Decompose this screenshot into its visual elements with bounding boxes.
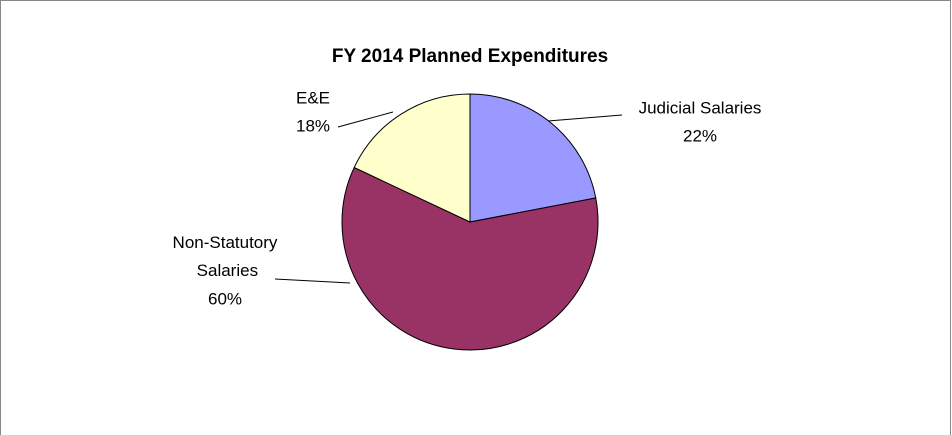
slice-label: Non-Statutory Salaries (173, 233, 278, 280)
slice-value-label: 22% (683, 126, 717, 145)
leader-line (547, 114, 623, 122)
chart-title: FY 2014 Planned Expenditures (332, 46, 608, 67)
slice-label: Judicial Salaries (639, 98, 762, 117)
slice-value-label: 60% (208, 289, 242, 308)
slice-value-label: 18% (296, 116, 330, 135)
pie-slice (341, 166, 599, 351)
pie-slice (353, 93, 471, 223)
pie-slice (469, 93, 597, 223)
leader-line (274, 278, 351, 284)
slice-label: E&E (296, 88, 330, 107)
leader-line (337, 111, 394, 128)
